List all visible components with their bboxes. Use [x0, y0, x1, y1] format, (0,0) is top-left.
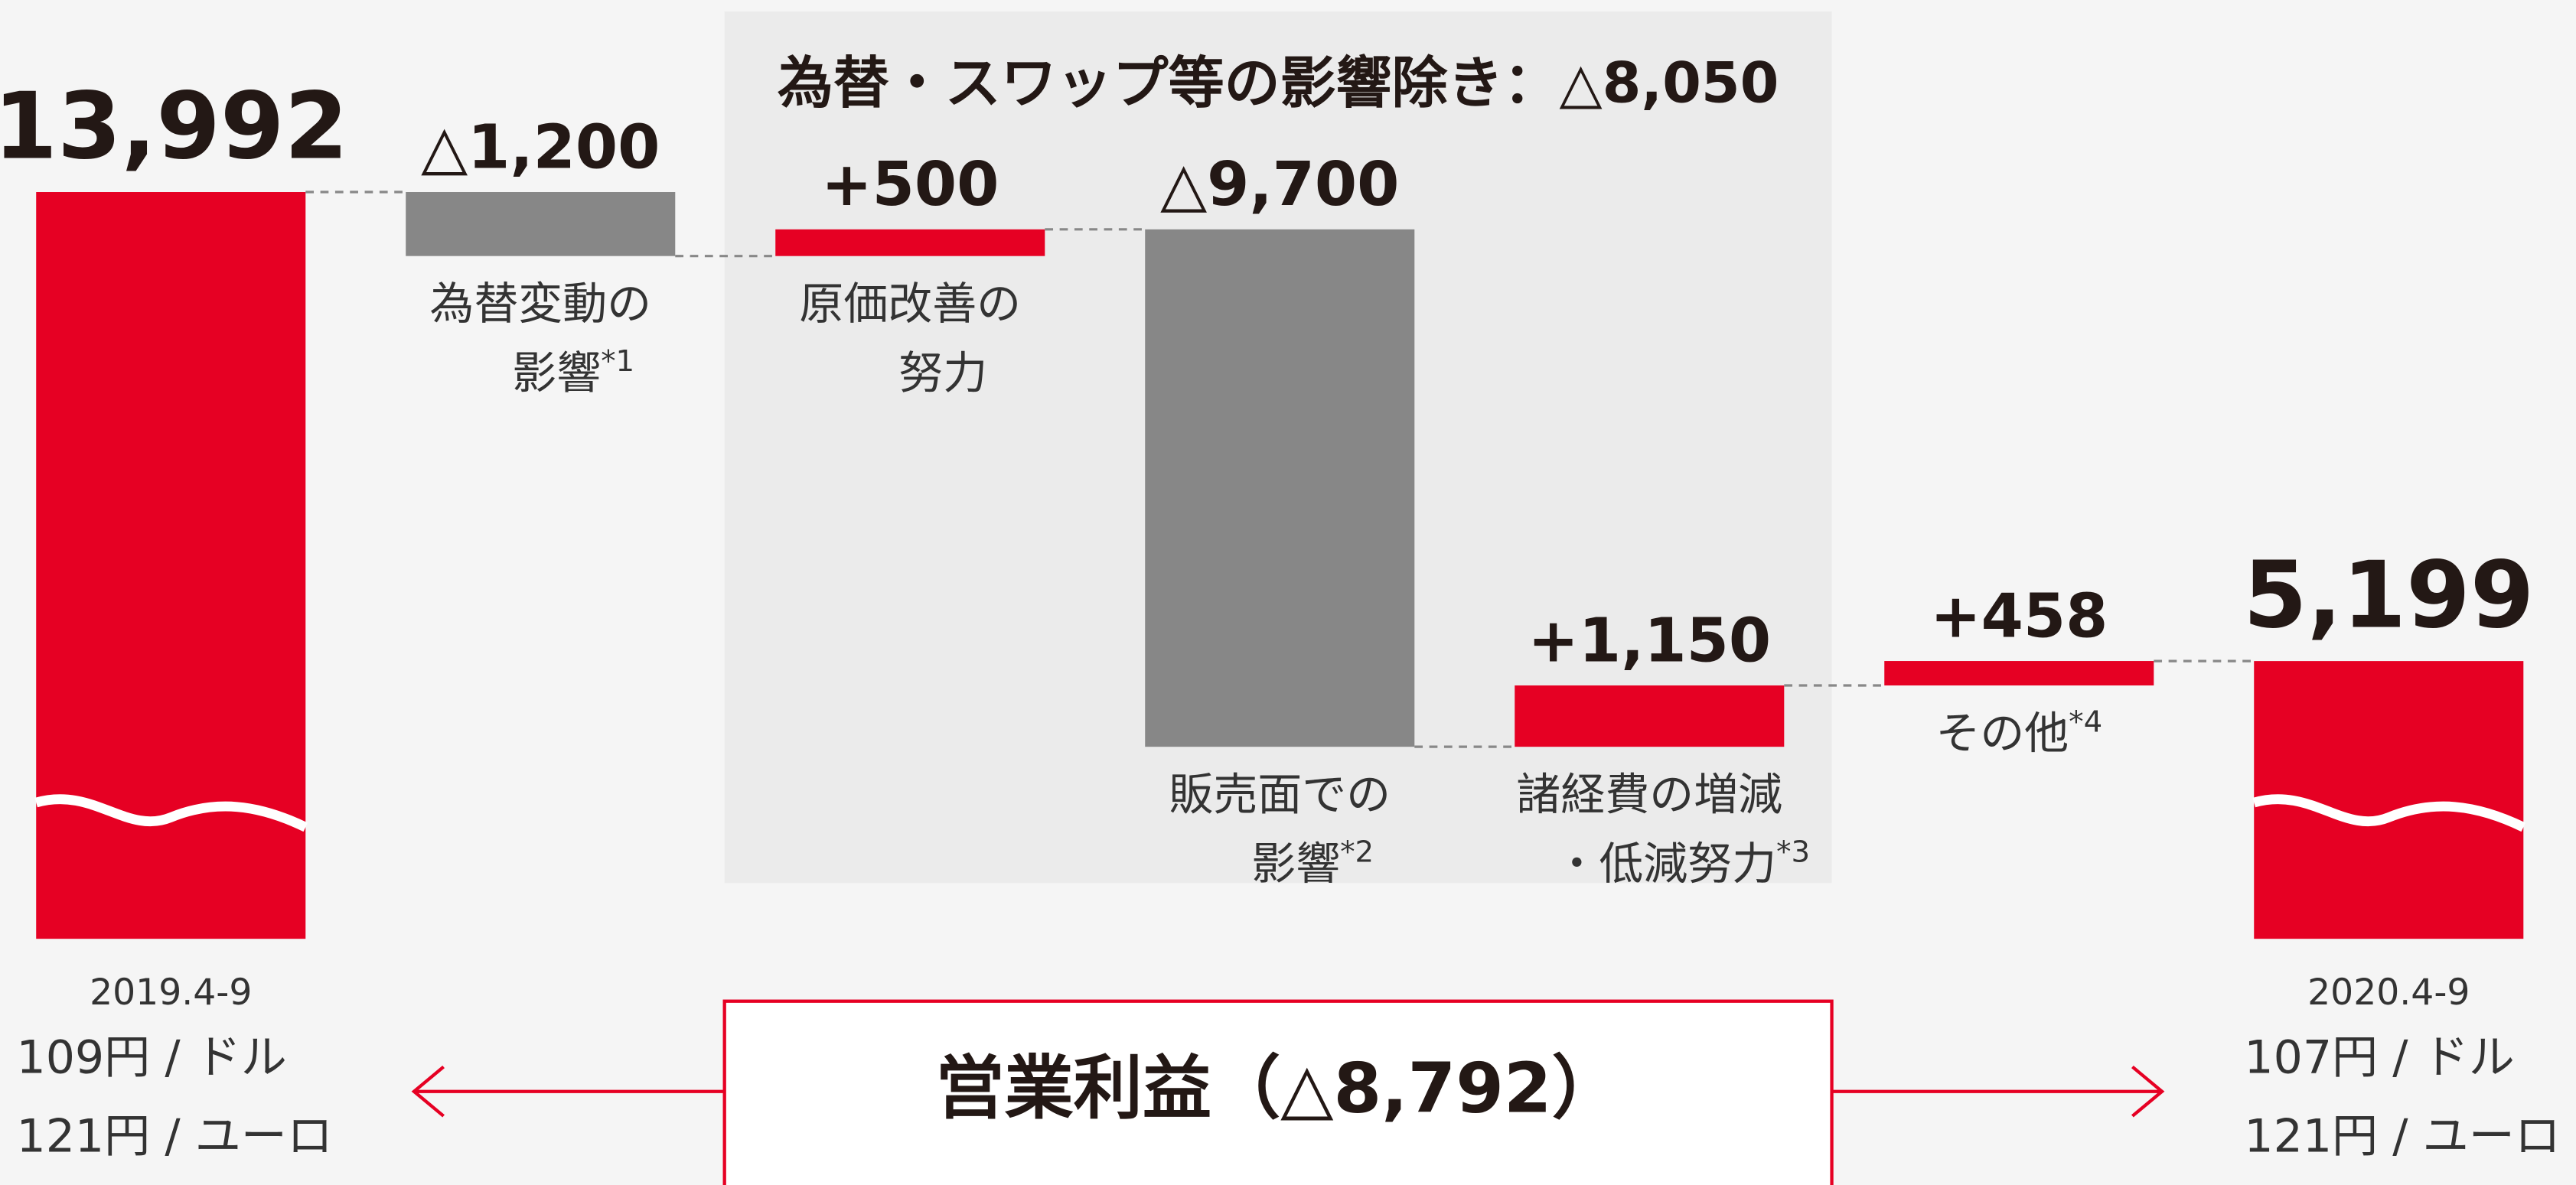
category-text: 原価改善の	[799, 278, 1021, 330]
category-label: ・低減努力*3	[1554, 835, 1810, 890]
category-text: 為替変動の	[429, 278, 651, 330]
rate-label: 121円 / ユーロ	[2244, 1110, 2561, 1164]
category-text: 影響	[512, 347, 601, 399]
footnote-marker: *3	[1776, 835, 1810, 869]
value-label: +500	[821, 148, 999, 220]
arrows	[411, 1065, 2165, 1118]
bar	[1145, 229, 1415, 747]
value-label: △9,700	[1160, 148, 1399, 220]
right-arrow	[1831, 1065, 2165, 1118]
bar	[775, 229, 1045, 256]
axis-break	[2252, 794, 2526, 832]
net-label: 営業利益（△8,792）	[935, 1049, 1620, 1129]
bar	[1884, 661, 2154, 685]
category-label: 販売面での	[1169, 769, 1391, 821]
category-label: 諸経費の増減	[1516, 769, 1782, 821]
bar	[406, 192, 676, 256]
category-label: 努力	[898, 347, 987, 399]
category-text: ・低減努力	[1554, 838, 1776, 890]
category-text: 努力	[898, 347, 987, 399]
footnote-marker: *2	[1340, 835, 1374, 869]
value-label: △1,200	[421, 111, 660, 182]
rate-label: 107円 / ドル	[2244, 1031, 2514, 1085]
value-label: 13,992	[0, 73, 348, 181]
category-label: 原価改善の	[799, 278, 1021, 330]
axis-break	[34, 794, 308, 832]
net-box	[722, 999, 1834, 1185]
footnote-marker: *1	[601, 344, 634, 379]
category-label: 為替変動の	[429, 278, 651, 330]
category-label: 影響*1	[512, 344, 634, 399]
bar	[36, 192, 306, 939]
value-label: +1,150	[1528, 604, 1771, 676]
category-label: 2020.4-9	[2307, 972, 2470, 1014]
category-text: その他	[1935, 708, 2069, 760]
bar	[1515, 685, 1785, 747]
category-label: 2019.4-9	[90, 972, 252, 1014]
category-text: 諸経費の増減	[1516, 769, 1782, 821]
footnote-marker: *4	[2069, 705, 2102, 739]
group-title: 為替・スワップ等の影響除き：△8,050	[778, 51, 1779, 116]
left-arrow	[411, 1065, 725, 1118]
category-text: 影響	[1251, 838, 1340, 890]
category-text: 販売面での	[1169, 769, 1391, 821]
value-label: 5,199	[2243, 542, 2534, 649]
category-label: その他*4	[1935, 705, 2102, 760]
rate-label: 121円 / ユーロ	[16, 1110, 333, 1164]
category-label: 影響*2	[1251, 835, 1374, 890]
rate-label: 109円 / ドル	[16, 1031, 286, 1085]
value-label: +458	[1930, 580, 2108, 651]
